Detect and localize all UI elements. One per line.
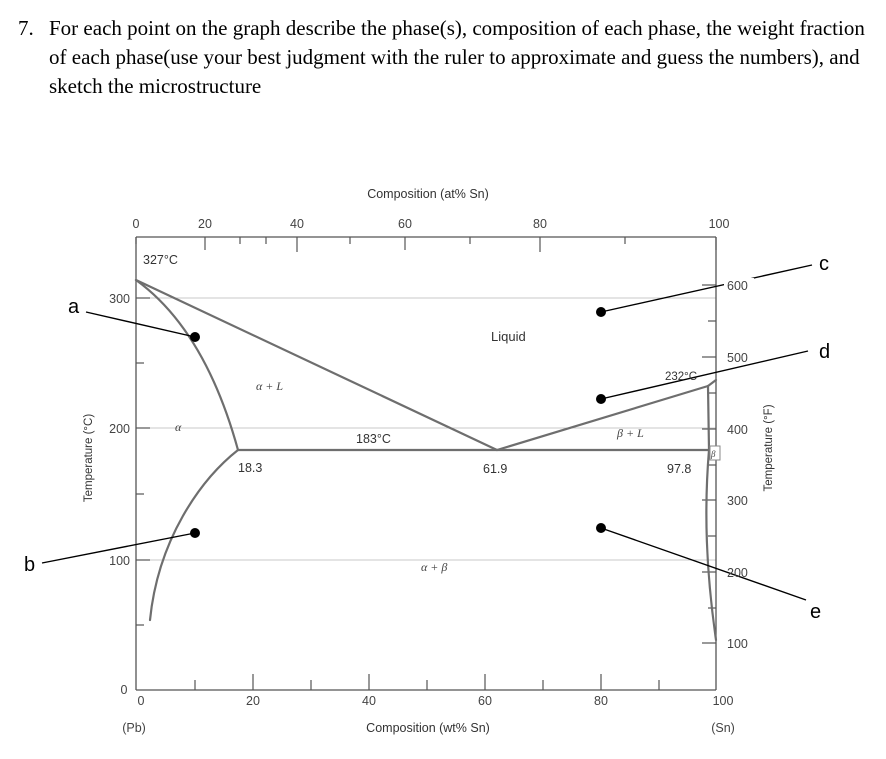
- right-tick-200: 200: [727, 566, 748, 580]
- beta-region-box: [709, 445, 721, 461]
- right-tick-400: 400: [727, 423, 748, 437]
- leader-a: [85, 311, 196, 338]
- bottom-tick-0: 0: [138, 694, 145, 708]
- eutectic-comp-label: 61.9: [483, 462, 507, 476]
- melt-pb-label: 327°C: [143, 253, 178, 267]
- bottom-tick-20: 20: [246, 694, 260, 708]
- solvus-left: [148, 448, 240, 622]
- bottom-tick-40: 40: [362, 694, 376, 708]
- liquidus-right-upper: [706, 378, 718, 388]
- leader-b: [41, 532, 196, 564]
- bottom-tick-80: 80: [594, 694, 608, 708]
- question-text: For each point on the graph describe the…: [49, 16, 865, 98]
- bottom-axis-title: Composition (wt% Sn): [366, 721, 490, 735]
- solidus-right: [706, 384, 711, 452]
- point-d-marker: [596, 394, 606, 404]
- left-tick-300: 300: [109, 292, 130, 306]
- right-tick-500: 500: [727, 351, 748, 365]
- alpha-beta-region-label: α + β: [421, 560, 447, 574]
- bottom-tick-100: 100: [713, 694, 734, 708]
- top-tick-80: 80: [533, 217, 547, 231]
- top-tick-60: 60: [398, 217, 412, 231]
- leader-e: [600, 527, 807, 601]
- leader-c: [600, 264, 813, 313]
- left-tick-200: 200: [109, 422, 130, 436]
- top-axis-title: Composition (at% Sn): [367, 187, 489, 201]
- left-end-label: (Pb): [122, 721, 146, 735]
- point-b-marker: [190, 528, 200, 538]
- point-a-label: a: [68, 296, 80, 318]
- alpha-region-label: α: [175, 420, 182, 434]
- solvus-right: [705, 448, 718, 642]
- right-axis-title: Temperature (°F): [763, 404, 775, 491]
- beta-region-label: β: [710, 449, 716, 459]
- bottom-tick-marks: [194, 674, 660, 690]
- top-tick-100: 100: [709, 217, 730, 231]
- bottom-tick-60: 60: [478, 694, 492, 708]
- point-b-label: b: [24, 554, 35, 576]
- right-tick-100: 100: [727, 637, 748, 651]
- solidus-left: [134, 278, 240, 452]
- point-c-marker: [596, 307, 606, 317]
- point-e-marker: [596, 523, 606, 533]
- bottom-origin: 0: [121, 683, 128, 697]
- alpha-comp-label: 18.3: [238, 461, 262, 475]
- point-markers: [190, 307, 606, 538]
- top-tick-20: 20: [198, 217, 212, 231]
- point-c-label: c: [819, 253, 829, 275]
- left-axis-title: Temperature (°C): [83, 414, 95, 502]
- melt-sn-label: 232°C: [665, 371, 697, 383]
- right-end-label: (Sn): [711, 721, 735, 735]
- question-number: 7.: [18, 16, 34, 40]
- point-leaders: [41, 264, 813, 601]
- point-e-label: e: [810, 601, 821, 623]
- point-a-marker: [190, 332, 200, 342]
- eutectic-temp-label: 183°C: [356, 432, 391, 446]
- liquidus-right: [495, 384, 710, 452]
- top-tick-0: 0: [133, 217, 140, 231]
- liquid-region-label: Liquid: [491, 329, 526, 344]
- liquidus-left: [134, 278, 499, 452]
- top-tick-40: 40: [290, 217, 304, 231]
- beta-l-region-label: β + L: [616, 426, 644, 440]
- leader-d: [600, 350, 809, 400]
- point-d-label: d: [819, 341, 830, 363]
- phase-boundaries: [134, 278, 718, 642]
- plot-frame: [135, 236, 717, 691]
- right-tick-600: 600: [727, 279, 748, 293]
- alpha-l-region-label: α + L: [256, 379, 283, 393]
- left-tick-marks: [136, 297, 150, 626]
- right-tick-300: 300: [727, 494, 748, 508]
- beta-comp-label: 97.8: [667, 462, 691, 476]
- left-tick-100: 100: [109, 554, 130, 568]
- grid-lines: [136, 297, 716, 561]
- top-tick-marks: [135, 237, 717, 252]
